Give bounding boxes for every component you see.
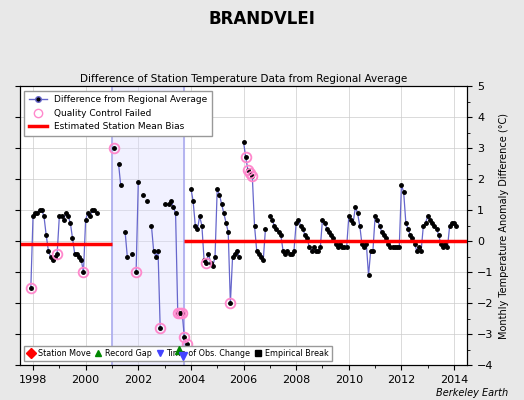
Text: BRANDVLEI: BRANDVLEI xyxy=(209,10,315,28)
Bar xyxy=(112,86,184,365)
Y-axis label: Monthly Temperature Anomaly Difference (°C): Monthly Temperature Anomaly Difference (… xyxy=(499,113,509,339)
Legend: Station Move, Record Gap, Time of Obs. Change, Empirical Break: Station Move, Record Gap, Time of Obs. C… xyxy=(24,346,332,361)
Title: Difference of Station Temperature Data from Regional Average: Difference of Station Temperature Data f… xyxy=(80,74,407,84)
Text: Berkeley Earth: Berkeley Earth xyxy=(436,388,508,398)
